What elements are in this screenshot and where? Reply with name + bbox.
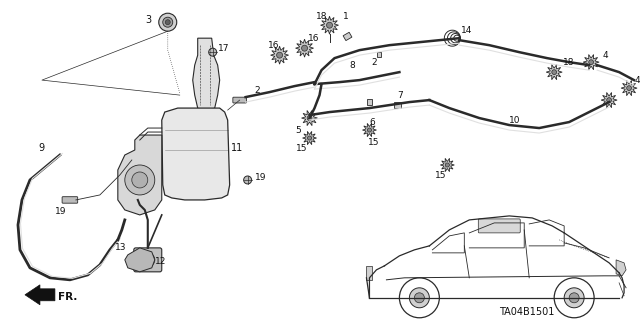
Polygon shape bbox=[601, 93, 617, 108]
Text: 9: 9 bbox=[38, 143, 44, 153]
Circle shape bbox=[159, 13, 177, 31]
Polygon shape bbox=[343, 32, 352, 41]
Polygon shape bbox=[394, 102, 401, 108]
Polygon shape bbox=[301, 110, 317, 126]
Text: 19: 19 bbox=[255, 174, 266, 182]
Text: 13: 13 bbox=[115, 243, 126, 252]
Circle shape bbox=[445, 163, 449, 167]
Circle shape bbox=[141, 253, 155, 267]
Text: 10: 10 bbox=[509, 115, 521, 124]
Circle shape bbox=[627, 86, 632, 91]
Text: 16: 16 bbox=[308, 34, 319, 43]
Circle shape bbox=[163, 17, 173, 27]
Circle shape bbox=[569, 293, 579, 303]
Text: 4: 4 bbox=[602, 51, 608, 60]
Polygon shape bbox=[616, 260, 626, 276]
Text: FR.: FR. bbox=[58, 292, 77, 302]
Circle shape bbox=[410, 288, 429, 308]
Polygon shape bbox=[125, 248, 155, 272]
Polygon shape bbox=[367, 99, 372, 105]
Circle shape bbox=[307, 116, 312, 121]
Circle shape bbox=[145, 257, 151, 263]
Circle shape bbox=[301, 45, 308, 51]
FancyBboxPatch shape bbox=[62, 197, 77, 203]
Text: 7: 7 bbox=[397, 91, 403, 100]
Text: 2: 2 bbox=[371, 58, 377, 67]
Polygon shape bbox=[193, 38, 220, 112]
Text: 5: 5 bbox=[296, 126, 301, 135]
Polygon shape bbox=[583, 55, 599, 70]
Text: 15: 15 bbox=[296, 144, 307, 152]
Polygon shape bbox=[621, 80, 637, 96]
Text: 11: 11 bbox=[230, 143, 243, 153]
Circle shape bbox=[552, 70, 557, 75]
Text: 14: 14 bbox=[461, 26, 473, 35]
Text: 18: 18 bbox=[563, 58, 575, 67]
Text: 15: 15 bbox=[435, 172, 447, 181]
Polygon shape bbox=[303, 131, 317, 145]
Circle shape bbox=[564, 288, 584, 308]
Circle shape bbox=[367, 128, 372, 132]
Polygon shape bbox=[118, 135, 162, 215]
FancyBboxPatch shape bbox=[233, 97, 246, 103]
Polygon shape bbox=[271, 46, 289, 64]
Polygon shape bbox=[546, 64, 562, 80]
Circle shape bbox=[276, 52, 283, 58]
Polygon shape bbox=[440, 158, 454, 172]
Circle shape bbox=[307, 136, 312, 140]
Circle shape bbox=[326, 22, 333, 28]
Text: 3: 3 bbox=[146, 15, 152, 25]
Circle shape bbox=[132, 172, 148, 188]
Polygon shape bbox=[296, 39, 314, 57]
Text: 2: 2 bbox=[255, 85, 260, 95]
Polygon shape bbox=[162, 108, 230, 200]
Circle shape bbox=[125, 165, 155, 195]
Text: 4: 4 bbox=[635, 76, 640, 85]
Polygon shape bbox=[362, 123, 376, 137]
Text: 8: 8 bbox=[349, 61, 355, 70]
Polygon shape bbox=[378, 52, 381, 57]
Text: 19: 19 bbox=[55, 207, 67, 216]
Text: 18: 18 bbox=[316, 12, 327, 21]
Circle shape bbox=[589, 60, 593, 64]
Text: 16: 16 bbox=[268, 41, 279, 50]
Circle shape bbox=[414, 293, 424, 303]
Circle shape bbox=[607, 98, 611, 102]
Circle shape bbox=[244, 176, 252, 184]
FancyBboxPatch shape bbox=[478, 219, 520, 233]
Text: 17: 17 bbox=[218, 44, 229, 53]
Circle shape bbox=[209, 48, 217, 56]
Circle shape bbox=[165, 20, 170, 25]
Polygon shape bbox=[25, 285, 55, 305]
Text: 12: 12 bbox=[155, 257, 166, 266]
FancyBboxPatch shape bbox=[134, 248, 162, 272]
Text: 6: 6 bbox=[369, 118, 375, 127]
Polygon shape bbox=[367, 266, 372, 280]
Text: 15: 15 bbox=[367, 137, 379, 146]
Text: TA04B1501: TA04B1501 bbox=[499, 307, 555, 317]
Polygon shape bbox=[321, 16, 339, 34]
Text: 1: 1 bbox=[342, 12, 348, 21]
